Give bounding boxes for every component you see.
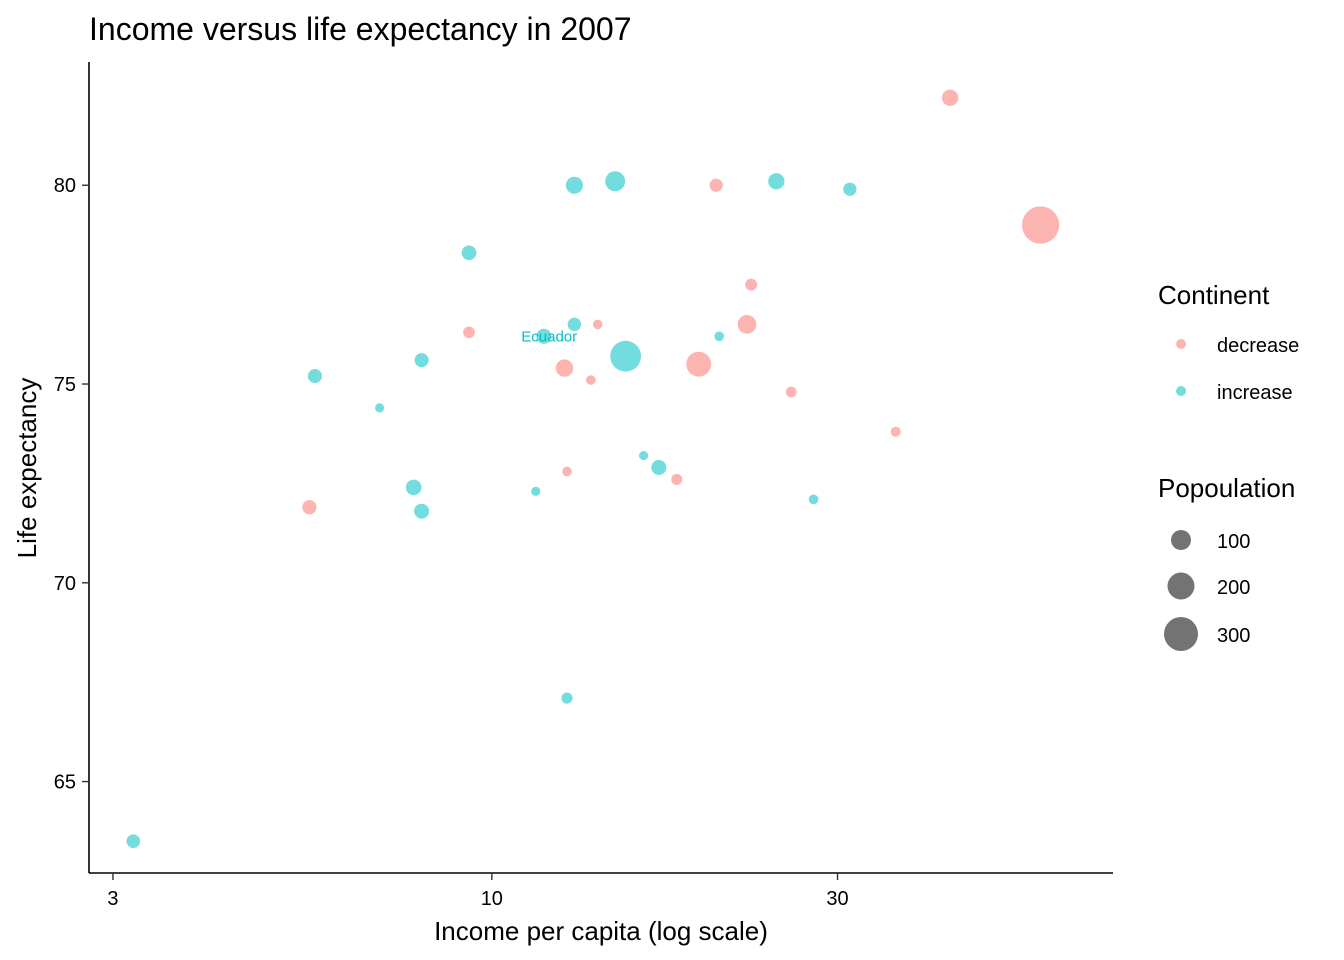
- data-point-decrease: [941, 89, 959, 106]
- data-point-increase: [843, 182, 857, 196]
- data-point-increase: [768, 173, 785, 190]
- legend-size-key: [1171, 530, 1191, 550]
- data-point-increase: [461, 245, 477, 261]
- annotations-layer: Ecuador: [521, 328, 577, 345]
- data-point-increase: [561, 692, 573, 704]
- data-point-decrease: [463, 326, 475, 339]
- data-point-decrease: [1021, 206, 1060, 244]
- legend-size-label: 300: [1217, 625, 1250, 647]
- data-point-increase: [414, 353, 429, 368]
- y-tick-label: 70: [54, 573, 76, 595]
- data-point-increase: [714, 331, 725, 342]
- legend-continent-title: Continent: [1158, 280, 1270, 310]
- y-tick-label: 75: [54, 374, 76, 396]
- data-point-decrease: [890, 426, 901, 437]
- data-point-decrease: [737, 315, 757, 334]
- points-layer: [126, 89, 1060, 849]
- data-point-decrease: [671, 473, 683, 485]
- chart-title: Income versus life expectancy in 2007: [89, 11, 632, 47]
- y-axis-ticks: 65 70 75 80: [54, 175, 89, 794]
- x-axis-ticks: 3 10 30: [107, 873, 849, 910]
- data-point-increase: [307, 369, 322, 384]
- data-point-increase: [565, 176, 583, 194]
- legend-label-decrease: decrease: [1217, 335, 1299, 357]
- data-point-increase: [126, 834, 141, 849]
- legend-label-increase: increase: [1217, 382, 1293, 404]
- data-point-decrease: [586, 375, 596, 385]
- data-point-decrease: [745, 278, 758, 291]
- legend-population-title: Popoulation: [1158, 473, 1295, 503]
- data-point-increase: [405, 479, 422, 496]
- data-point-increase: [605, 171, 626, 192]
- data-point-decrease: [709, 178, 723, 192]
- legend-key-decrease: [1176, 339, 1186, 349]
- data-point-increase: [639, 451, 649, 461]
- legend-continent: Continent decrease increase: [1158, 280, 1299, 404]
- data-point-increase: [610, 340, 642, 372]
- annotation-label: Ecuador: [521, 328, 577, 345]
- x-tick-label: 3: [107, 888, 118, 910]
- legend-size-label: 200: [1217, 577, 1250, 599]
- data-point-increase: [375, 403, 385, 413]
- data-point-decrease: [785, 386, 797, 398]
- data-point-decrease: [555, 359, 574, 377]
- legend-size-label: 100: [1217, 531, 1250, 553]
- y-tick-label: 80: [54, 175, 76, 197]
- data-point-decrease: [562, 466, 572, 477]
- data-point-increase: [414, 503, 430, 519]
- data-point-decrease: [592, 319, 603, 330]
- data-point-increase: [536, 328, 552, 344]
- y-axis-title: Life expectancy: [12, 378, 42, 559]
- x-tick-label: 30: [826, 888, 848, 910]
- legend-key-increase: [1176, 386, 1186, 396]
- legend-population: Popoulation 100 200 300: [1158, 473, 1295, 651]
- data-point-increase: [651, 460, 667, 475]
- data-point-increase: [567, 317, 582, 332]
- data-point-decrease: [686, 351, 712, 377]
- legend-size-key: [1164, 617, 1198, 651]
- data-point-increase: [808, 494, 819, 505]
- legend-size-key: [1167, 572, 1195, 600]
- x-tick-label: 10: [481, 888, 503, 910]
- data-point-increase: [531, 486, 541, 496]
- x-axis-title: Income per capita (log scale): [434, 916, 768, 946]
- data-point-decrease: [302, 500, 317, 515]
- y-tick-label: 65: [54, 772, 76, 794]
